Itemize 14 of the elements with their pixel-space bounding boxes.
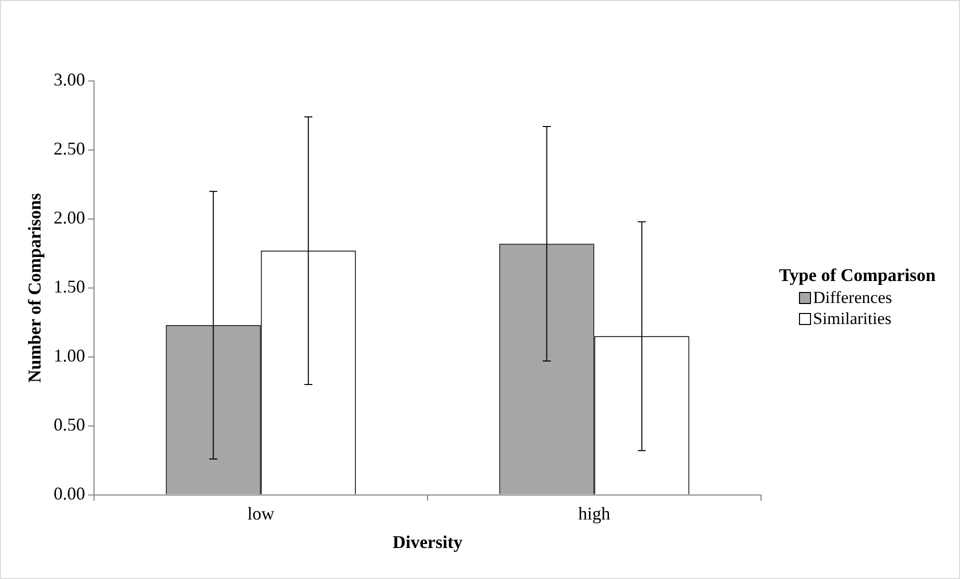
legend-label: Differences: [813, 287, 892, 308]
y-axis-title: Number of Comparisons: [24, 193, 44, 383]
x-tick-label: high: [578, 503, 610, 524]
y-tick-label: 1.00: [54, 346, 86, 366]
legend-title: Type of Comparison: [779, 264, 936, 287]
y-tick-label: 1.50: [54, 276, 86, 297]
y-tick-label: 2.00: [54, 208, 86, 228]
text: Similarities: [813, 308, 892, 329]
y-tick-label: 3.00: [54, 70, 86, 90]
y-tick-label: 0.50: [54, 414, 86, 435]
x-axis-title: Diversity: [392, 532, 463, 552]
y-tick-label: 2.50: [54, 138, 86, 159]
x-tick-label: low: [247, 503, 274, 524]
y-tick-label: 0.00: [54, 484, 86, 504]
